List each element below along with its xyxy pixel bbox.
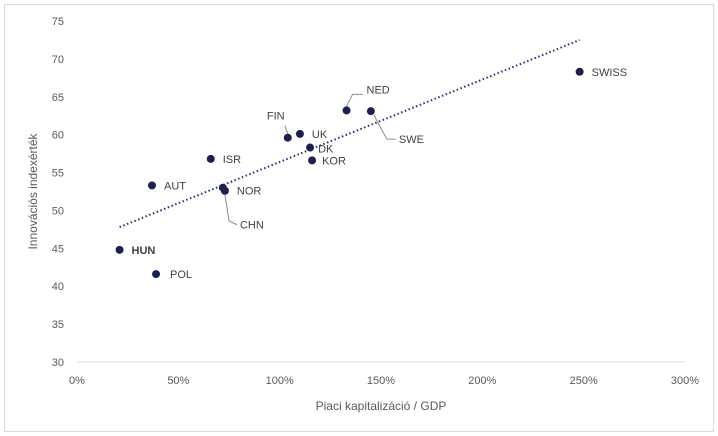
point-fin [283,133,292,142]
point-label-hun: HUN [132,245,156,257]
point-label-aut: AUT [164,180,186,192]
x-tick-label-100: 100% [266,375,294,387]
y-tick-label-70: 70 [52,54,64,66]
point-pol [152,270,161,279]
point-label-uk: UK [312,129,328,141]
point-label-fin: FIN [267,111,285,123]
x-axis-ticks: 0% 50% 100% 150% 200% 250% 300% [69,375,699,387]
label-leader-lines [224,93,396,226]
point-uk [295,129,304,138]
chart-frame [4,4,714,432]
y-tick-label-40: 40 [52,281,64,293]
y-tick-label-60: 60 [52,130,64,142]
x-tick-label-200: 200% [468,375,496,387]
y-tick-label-30: 30 [52,357,64,369]
data-points [115,67,584,279]
point-chn [220,186,229,195]
point-kor [308,156,317,165]
x-tick-label-0: 0% [69,375,85,387]
y-tick-label-55: 55 [52,168,64,180]
y-tick-label-50: 50 [52,205,64,217]
y-axis-ticks: 30 35 40 45 50 55 60 65 70 75 [52,16,64,369]
x-tick-label-50: 50% [167,375,189,387]
point-label-nor: NOR [237,186,261,198]
y-tick-label-65: 65 [52,92,64,104]
point-hun [115,245,124,254]
y-tick-label-35: 35 [52,319,64,331]
point-label-pol: POL [170,269,192,281]
point-label-swiss: SWISS [592,67,627,79]
point-label-chn: CHN [240,220,264,232]
x-tick-label-150: 150% [367,375,395,387]
x-tick-label-250: 250% [570,375,598,387]
point-swiss [575,67,584,76]
point-label-ned: NED [367,84,390,96]
y-tick-label-75: 75 [52,16,64,28]
point-dk [306,143,315,152]
leader-line-chn [224,194,238,226]
point-label-isr: ISR [223,154,241,166]
leader-line-swe [373,114,396,140]
leader-line-ned [346,93,363,107]
x-axis-title: Piaci kapitalizáció / GDP [316,399,447,413]
point-swe [366,107,375,116]
y-axis-title: Innovációs indexérték [26,132,40,249]
y-tick-label-45: 45 [52,243,64,255]
point-ned [342,106,351,115]
x-tick-label-300: 300% [671,375,699,387]
trendline [119,39,580,229]
point-isr [206,154,215,163]
leader-line-fin [284,125,289,134]
point-label-dk: DK [318,144,334,156]
point-label-kor: KOR [322,155,346,167]
point-label-swe: SWE [399,134,424,146]
point-aut [147,181,156,190]
